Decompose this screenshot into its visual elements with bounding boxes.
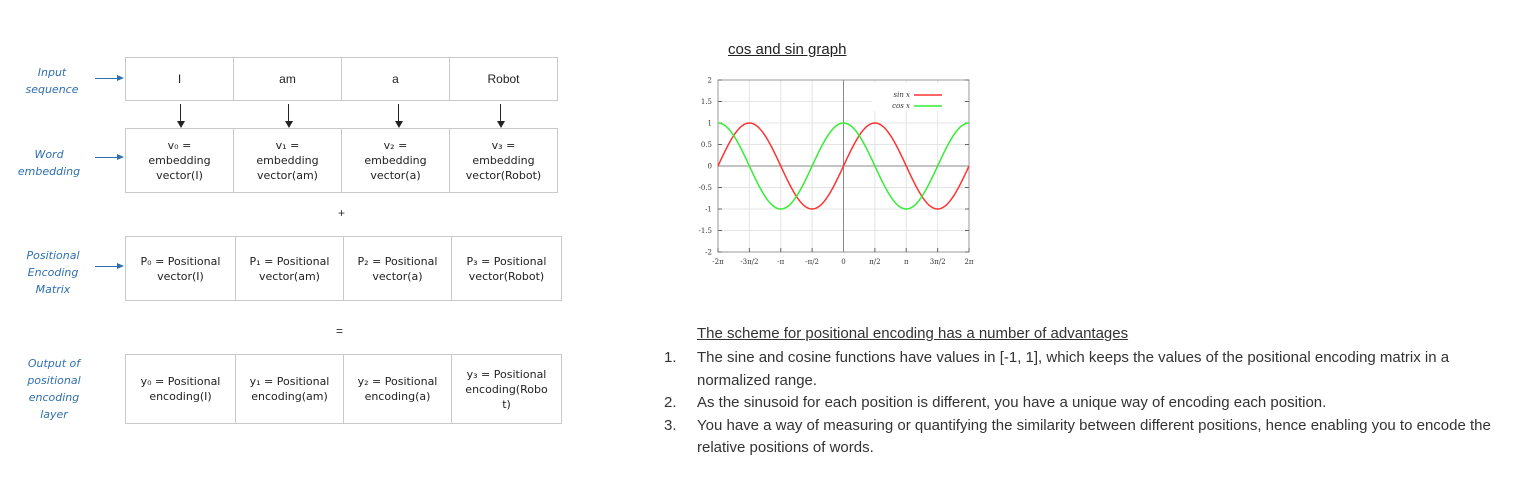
positional-cell: P₀ = Positional vector(I) [126, 237, 236, 300]
output-cell: y₀ = Positional encoding(I) [126, 355, 236, 423]
advantages-title: The scheme for positional encoding has a… [697, 325, 1129, 342]
word-embedding-label: Word embedding [17, 148, 81, 178]
down-arrow-icon [177, 104, 185, 128]
x-tick-label: -2π [712, 258, 724, 266]
x-tick-label: -3π/2 [740, 258, 758, 266]
positional-row: P₀ = Positional vector(I) P₁ = Positiona… [125, 236, 562, 301]
y-tick-label: -1 [705, 206, 712, 214]
y-tick-label: -2 [705, 249, 712, 257]
output-label: Output of positional encoding layer [27, 357, 81, 421]
output-row: y₀ = Positional encoding(I) y₁ = Positio… [125, 354, 562, 424]
positional-encoding-matrix-label: Positional Encoding Matrix [26, 249, 80, 296]
list-item: 2. As the sinusoid for each position is d… [664, 392, 1494, 415]
x-tick-label: π/2 [869, 258, 880, 266]
legend-background [872, 83, 964, 111]
equals-sign: = [336, 324, 344, 338]
input-sequence-row: I am a Robot [125, 57, 558, 101]
input-token: I [126, 58, 234, 100]
y-tick-label: -0.5 [699, 184, 713, 192]
plus-sign: + [338, 206, 346, 220]
x-tick-label: 3π/2 [930, 258, 946, 266]
sin-curve [717, 122, 970, 210]
list-number: 1. [664, 349, 677, 366]
list-text: You have a way of measuring or quantifyi… [697, 416, 1491, 457]
list-text: As the sinusoid for each position is dif… [697, 394, 1327, 411]
x-tick-label: -π [777, 258, 784, 266]
embedding-cell: v₃ = embedding vector(Robot) [465, 139, 542, 182]
x-tick-labels: -2π -3π/2 -π -π/2 0 π/2 π 3π/2 2π [712, 258, 974, 266]
positional-cell: P₁ = Positional vector(am) [236, 237, 344, 300]
legend-label: cos x [892, 102, 910, 110]
list-number: 2. [664, 394, 677, 411]
y-tick-label: 1 [708, 120, 712, 128]
list-text: The sine and cosine functions have value… [697, 349, 1450, 389]
positional-cell: P₂ = Positional vector(a) [344, 237, 452, 300]
embedding-cell: v₀ = embedding vector(I) [126, 129, 234, 192]
graph-title: cos and sin graph [728, 41, 847, 58]
legend-label: sin x [893, 91, 910, 99]
list-item: 1. The sine and cosine functions have val… [664, 347, 1494, 392]
y-tick-labels: 2 1.5 1 0.5 0 -0.5 -1 -1.5 -2 [699, 77, 713, 257]
x-tick-label: -π/2 [805, 258, 819, 266]
output-cell: y₂ = Positional encoding(a) [344, 355, 452, 423]
positional-cell: P₃ = Positional vector(Robot) [466, 254, 547, 283]
down-arrow-icon [497, 104, 505, 128]
y-tick-label: 0.5 [701, 141, 712, 149]
output-cell: y₃ = Positional encoding(Robo t) [465, 367, 548, 411]
embedding-cell: v₁ = embedding vector(am) [234, 129, 342, 192]
graph-legend: sin x cos x [872, 83, 964, 111]
y-tick-label: 1.5 [701, 98, 712, 106]
x-tick-label: 2π [964, 258, 973, 266]
input-token: am [234, 58, 342, 100]
cos-curve [717, 122, 970, 210]
embedding-cell: v₂ = embedding vector(a) [342, 129, 450, 192]
input-token: Robot [487, 71, 520, 86]
sin-cos-graph: 2 1.5 1 0.5 0 -0.5 -1 -1.5 -2 -2π -3π/2 -π -π/2 0 π/2… [699, 77, 974, 267]
x-tick-label: 0 [841, 258, 845, 266]
list-number: 3. [664, 416, 677, 434]
list-item: 3. You have a way of measuring or quantif… [664, 415, 1494, 460]
embedding-row: v₀ = embedding vector(I) v₁ = embedding … [125, 128, 558, 193]
y-tick-label: -1.5 [699, 227, 713, 235]
advantages-list: 1. The sine and cosine functions have val… [664, 347, 1494, 460]
down-arrow-icon [285, 104, 293, 128]
x-tick-label: π [904, 258, 909, 266]
output-cell: y₁ = Positional encoding(am) [236, 355, 344, 423]
input-sequence-label: Input sequence [25, 66, 79, 96]
input-token: a [342, 58, 450, 100]
y-tick-label: 0 [708, 163, 712, 171]
y-tick-label: 2 [708, 77, 712, 85]
down-arrow-icon [395, 104, 403, 128]
